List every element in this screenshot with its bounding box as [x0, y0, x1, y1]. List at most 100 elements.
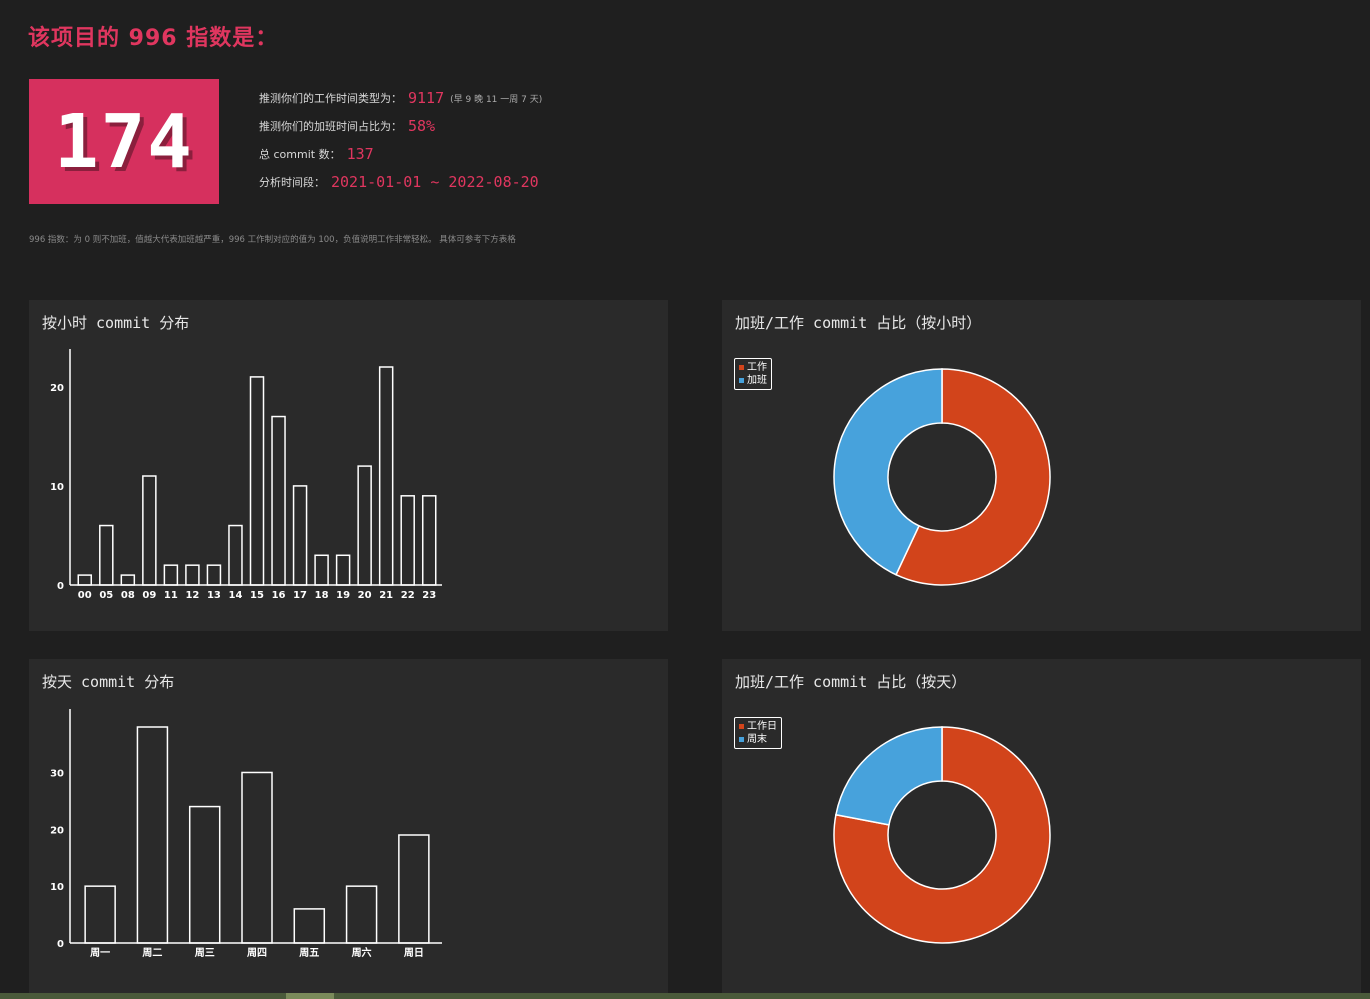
- x-tick-label: 18: [315, 590, 329, 601]
- x-tick-label: 05: [99, 590, 113, 601]
- hour-bar-panel: 按小时 commit 分布 0 10 20 00 05 08 09 11 12 13 14 15 16 1…: [29, 300, 668, 631]
- day-bar-panel: 按天 commit 分布 0 10 20 30 周一 周二 周三 周四 周五 周六 周日: [29, 659, 668, 993]
- overtime-ratio-value: 58%: [408, 117, 436, 135]
- x-tick-label: 19: [336, 590, 350, 601]
- bar[interactable]: [185, 564, 200, 586]
- pie-slice[interactable]: [835, 726, 943, 826]
- x-tick-label: 17: [293, 590, 307, 601]
- total-commit-value: 137: [346, 145, 374, 163]
- x-tick-label: 08: [121, 590, 135, 601]
- day-bar-title: 按天 commit 分布: [42, 673, 175, 691]
- hour-bar-title: 按小时 commit 分布: [42, 314, 190, 332]
- bar[interactable]: [99, 524, 114, 586]
- x-tick-label: 14: [229, 590, 243, 601]
- x-tick-label: 周三: [195, 947, 215, 959]
- y-tick-label: 20: [50, 383, 64, 394]
- day-pie-panel: 加班/工作 commit 占比（按天） 工作日 周末: [722, 659, 1361, 993]
- horizontal-scrollbar[interactable]: [0, 993, 1370, 999]
- y-tick-label: 30: [50, 768, 64, 779]
- bar[interactable]: [142, 475, 157, 586]
- page-title: 该项目的 996 指数是：: [28, 26, 279, 51]
- y-tick-label: 0: [57, 939, 64, 950]
- bar[interactable]: [271, 415, 286, 586]
- work-type-note: (早 9 晚 11 一周 7 天): [450, 94, 543, 105]
- hour-bar-chart: 0 10 20 00 05 08 09 11 12 13 14 15 16 17 18 19 20 21 22 23: [50, 349, 442, 601]
- bar[interactable]: [345, 885, 378, 944]
- x-tick-label: 13: [207, 590, 221, 601]
- overtime-swatch: [739, 377, 744, 383]
- x-tick-label: 23: [422, 590, 436, 601]
- index-footnote: 996 指数：为 0 则不加班，值越大代表加班越严重，996 工作制对应的值为 …: [29, 235, 516, 245]
- legend-item-overtime[interactable]: 加班: [739, 374, 767, 387]
- period-label: 分析时间段：: [259, 176, 325, 189]
- x-tick-label: 00: [78, 590, 92, 601]
- bar[interactable]: [335, 554, 351, 586]
- legend-item-work[interactable]: 工作: [739, 361, 767, 374]
- bar[interactable]: [378, 366, 394, 586]
- bar[interactable]: [292, 485, 308, 586]
- hour-pie-title: 加班/工作 commit 占比（按小时）: [735, 314, 982, 332]
- weekend-swatch: [739, 736, 744, 742]
- hour-pie-panel: 加班/工作 commit 占比（按小时） 工作 加班: [722, 300, 1361, 631]
- bar[interactable]: [120, 574, 136, 586]
- period-value: 2021-01-01 ~ 2022-08-20: [331, 173, 539, 191]
- pie-slice[interactable]: [895, 368, 1051, 586]
- bar[interactable]: [136, 726, 169, 944]
- total-commit-row: 总 commit 数： 137: [259, 140, 542, 168]
- x-tick-label: 15: [250, 590, 264, 601]
- score-value: 174: [54, 98, 194, 185]
- work-type-label: 推测你们的工作时间类型为：: [259, 92, 402, 105]
- work-type-row: 推测你们的工作时间类型为： 9117 (早 9 晚 11 一周 7 天): [259, 84, 542, 112]
- bar[interactable]: [357, 465, 372, 586]
- legend-item-workday[interactable]: 工作日: [739, 720, 777, 733]
- bar[interactable]: [398, 834, 430, 944]
- y-tick-label: 10: [50, 482, 64, 493]
- x-tick-label: 11: [164, 590, 178, 601]
- x-tick-label: 周二: [142, 947, 162, 959]
- day-pie-legend: 工作日 周末: [734, 717, 782, 749]
- bar[interactable]: [421, 495, 437, 586]
- x-tick-label: 周六: [352, 946, 372, 959]
- scrollbar-thumb[interactable]: [286, 993, 334, 999]
- score-badge: 174: [29, 79, 219, 204]
- day-pie-title: 加班/工作 commit 占比（按天）: [735, 673, 967, 691]
- day-pie-chart: [833, 726, 1051, 944]
- bar[interactable]: [228, 524, 243, 586]
- work-swatch: [739, 364, 744, 370]
- legend-label-overtime: 加班: [747, 375, 767, 386]
- pie-slice[interactable]: [833, 726, 1051, 944]
- bar[interactable]: [163, 564, 179, 586]
- legend-label-weekend: 周末: [747, 734, 767, 745]
- total-commit-label: 总 commit 数：: [259, 148, 341, 161]
- hour-pie-chart: [833, 368, 1051, 586]
- y-tick-label: 10: [50, 882, 64, 893]
- x-tick-label: 21: [379, 590, 393, 601]
- x-tick-label: 周一: [90, 947, 110, 959]
- legend-label-workday: 工作日: [747, 721, 777, 732]
- y-tick-label: 20: [50, 825, 64, 836]
- legend-item-weekend[interactable]: 周末: [739, 733, 777, 746]
- y-tick-label: 0: [57, 581, 64, 592]
- bar[interactable]: [206, 564, 222, 586]
- bar[interactable]: [84, 885, 116, 944]
- bar[interactable]: [293, 908, 326, 944]
- bar[interactable]: [77, 574, 93, 586]
- x-tick-label: 20: [358, 590, 372, 601]
- x-tick-label: 12: [185, 590, 199, 601]
- workday-swatch: [739, 723, 744, 729]
- bar[interactable]: [241, 771, 273, 944]
- work-type-value: 9117: [408, 89, 445, 107]
- bar[interactable]: [188, 805, 221, 944]
- period-row: 分析时间段： 2021-01-01 ~ 2022-08-20: [259, 168, 542, 196]
- overtime-ratio-label: 推测你们的加班时间占比为：: [259, 120, 402, 133]
- bar[interactable]: [400, 495, 415, 586]
- x-tick-label: 22: [401, 590, 415, 601]
- bar[interactable]: [249, 376, 265, 586]
- x-tick-label: 周五: [299, 947, 319, 959]
- bar[interactable]: [314, 554, 329, 586]
- pie-slice[interactable]: [833, 368, 943, 576]
- overtime-ratio-row: 推测你们的加班时间占比为： 58%: [259, 112, 542, 140]
- x-tick-label: 09: [142, 590, 156, 601]
- x-tick-label: 周日: [404, 947, 424, 959]
- x-tick-label: 周四: [247, 947, 267, 959]
